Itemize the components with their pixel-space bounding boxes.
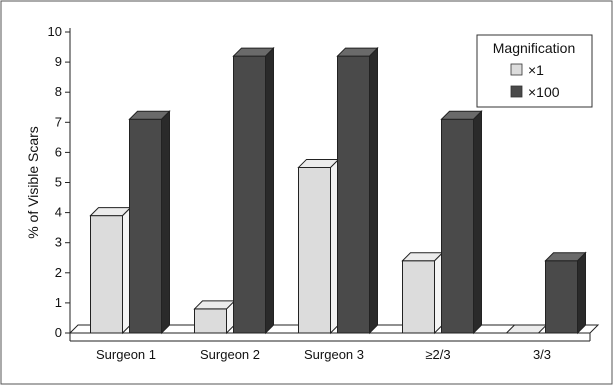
legend-label-x100: ×100 (528, 84, 560, 100)
bars (89, 46, 587, 335)
legend-title: Magnification (493, 40, 576, 56)
bar-front (402, 260, 435, 334)
y-tick-label: 10 (48, 24, 62, 39)
bar-top (128, 110, 171, 120)
bar-front (298, 166, 331, 334)
bar-x100-4 (440, 110, 483, 335)
bar-front (194, 308, 227, 334)
y-tick-label: 9 (55, 54, 62, 69)
bar-side (577, 251, 586, 335)
bar-front (129, 118, 162, 334)
y-axis-title: % of Visible Scars (25, 126, 41, 239)
y-tick-label: 2 (55, 265, 62, 280)
x-tick-label: Surgeon 2 (200, 347, 260, 362)
bar-top (440, 110, 483, 120)
y-tick-label: 4 (55, 205, 62, 220)
y-tick-label: 7 (55, 114, 62, 129)
bar-front (441, 118, 474, 334)
bar-top (544, 252, 587, 262)
bar-side (369, 46, 378, 335)
bar-side (265, 46, 274, 335)
y-tick-label: 3 (55, 235, 62, 250)
bar-x1-1 (89, 206, 132, 335)
x-tick-label: 3/3 (533, 347, 551, 362)
legend-box (476, 34, 593, 108)
bar-x1-3 (297, 158, 340, 335)
legend: Magnification ×1 ×100 (476, 34, 593, 108)
bar-x100-1 (128, 110, 171, 335)
y-tick-label: 0 (55, 325, 62, 340)
bar-top (232, 47, 275, 57)
bar-front (337, 55, 370, 334)
bar-x100-2 (232, 46, 275, 335)
bar-side (473, 110, 482, 335)
bar-side (161, 110, 170, 335)
bar-x100-5 (544, 251, 587, 335)
x-tick-labels: Surgeon 1 Surgeon 2 Surgeon 3 ≥2/3 3/3 (96, 347, 551, 362)
x-tick-label: Surgeon 1 (96, 347, 156, 362)
legend-swatch-x100 (510, 85, 523, 98)
bar-front (545, 260, 578, 334)
bar-top (336, 47, 379, 57)
x-tick-label: Surgeon 3 (304, 347, 364, 362)
y-axis: 0 1 2 3 4 5 6 7 8 9 10 (48, 24, 71, 340)
x-tick-label: ≥2/3 (425, 347, 450, 362)
legend-label-x1: ×1 (528, 62, 544, 78)
bar-front (233, 55, 266, 334)
y-tick-label: 8 (55, 84, 62, 99)
bar-x100-3 (336, 46, 379, 335)
y-tick-label: 6 (55, 144, 62, 159)
y-tick-label: 5 (55, 175, 62, 190)
y-tick-label: 1 (55, 295, 62, 310)
bar-x1-2 (193, 299, 236, 335)
bar-x1-4 (401, 251, 444, 335)
legend-swatch-x1 (510, 63, 523, 76)
bar-front (90, 215, 123, 334)
